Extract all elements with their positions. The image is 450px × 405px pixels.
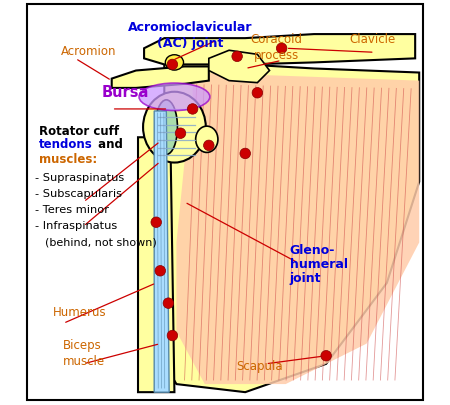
Circle shape — [151, 217, 162, 228]
Text: - Subscapularis: - Subscapularis — [35, 188, 122, 198]
Text: - Infraspinatus: - Infraspinatus — [35, 221, 117, 231]
Text: Scapula: Scapula — [236, 359, 283, 372]
Circle shape — [167, 60, 178, 70]
Text: Biceps: Biceps — [63, 339, 102, 352]
Polygon shape — [138, 138, 175, 392]
Ellipse shape — [155, 100, 177, 155]
Polygon shape — [154, 112, 169, 392]
Circle shape — [175, 129, 186, 139]
Text: muscle: muscle — [63, 354, 105, 367]
Text: Gleno-: Gleno- — [290, 243, 335, 256]
Text: Humerus: Humerus — [53, 305, 107, 318]
Ellipse shape — [139, 84, 210, 111]
Circle shape — [203, 141, 214, 151]
Circle shape — [252, 88, 263, 99]
Ellipse shape — [143, 92, 206, 163]
Text: tendons: tendons — [39, 138, 93, 151]
Circle shape — [232, 52, 243, 62]
Circle shape — [187, 104, 198, 115]
FancyBboxPatch shape — [27, 5, 423, 400]
Text: - Supraspinatus: - Supraspinatus — [35, 172, 124, 182]
Text: Rotator cuff: Rotator cuff — [39, 125, 119, 138]
Circle shape — [276, 44, 287, 54]
Text: Bursa: Bursa — [102, 85, 149, 100]
Circle shape — [167, 330, 178, 341]
Text: - Teres minor: - Teres minor — [35, 205, 109, 215]
Text: (AC) joint: (AC) joint — [158, 37, 224, 50]
Text: joint: joint — [290, 271, 321, 284]
Polygon shape — [209, 51, 270, 83]
Circle shape — [155, 266, 166, 276]
Circle shape — [321, 351, 331, 361]
Circle shape — [163, 298, 174, 309]
Circle shape — [240, 149, 251, 159]
Polygon shape — [112, 67, 209, 89]
Polygon shape — [176, 73, 419, 384]
Polygon shape — [144, 35, 415, 65]
Ellipse shape — [165, 55, 184, 71]
Text: process: process — [254, 49, 299, 62]
Text: muscles:: muscles: — [39, 152, 97, 165]
Text: and: and — [94, 138, 122, 151]
Text: humeral: humeral — [290, 257, 348, 270]
Ellipse shape — [196, 127, 218, 153]
Text: (behind, not shown): (behind, not shown) — [45, 237, 157, 247]
Text: Clavicle: Clavicle — [350, 33, 396, 46]
Text: Acromion: Acromion — [61, 45, 117, 58]
Text: Coracoid: Coracoid — [251, 33, 303, 46]
Polygon shape — [144, 61, 419, 392]
Text: Acromioclavicular: Acromioclavicular — [128, 21, 253, 34]
